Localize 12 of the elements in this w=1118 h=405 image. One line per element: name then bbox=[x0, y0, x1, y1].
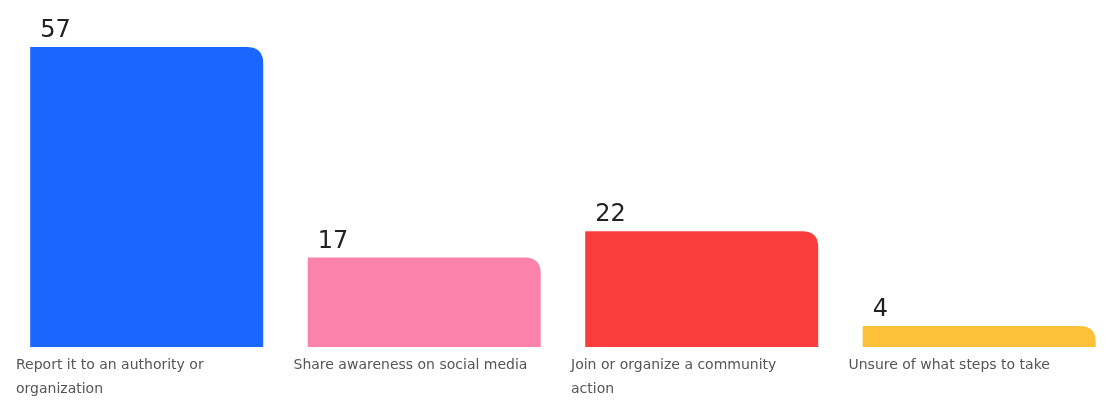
bar bbox=[862, 325, 1096, 347]
x-tick-label: Join or organize a community action bbox=[570, 356, 777, 396]
data-label: 22 bbox=[595, 199, 626, 228]
data-label: 57 bbox=[40, 15, 71, 43]
bar bbox=[585, 231, 819, 347]
data-label: 17 bbox=[317, 225, 349, 254]
bar bbox=[307, 257, 541, 347]
x-tick-label: Share awareness on social media bbox=[293, 356, 528, 372]
data-label: 4 bbox=[872, 293, 888, 322]
x-tick-label: Report it to an authority or organization bbox=[16, 356, 204, 396]
x-tick-label: Unsure of what steps to take bbox=[848, 356, 1050, 372]
bar bbox=[30, 47, 264, 347]
